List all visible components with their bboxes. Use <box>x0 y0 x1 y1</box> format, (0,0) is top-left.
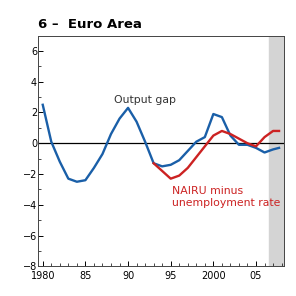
Text: Output gap: Output gap <box>114 95 176 105</box>
Text: NAIRU minus
unemployment rate: NAIRU minus unemployment rate <box>172 186 281 208</box>
Bar <box>269 36 286 266</box>
Text: 6 –  Euro Area: 6 – Euro Area <box>38 18 142 31</box>
